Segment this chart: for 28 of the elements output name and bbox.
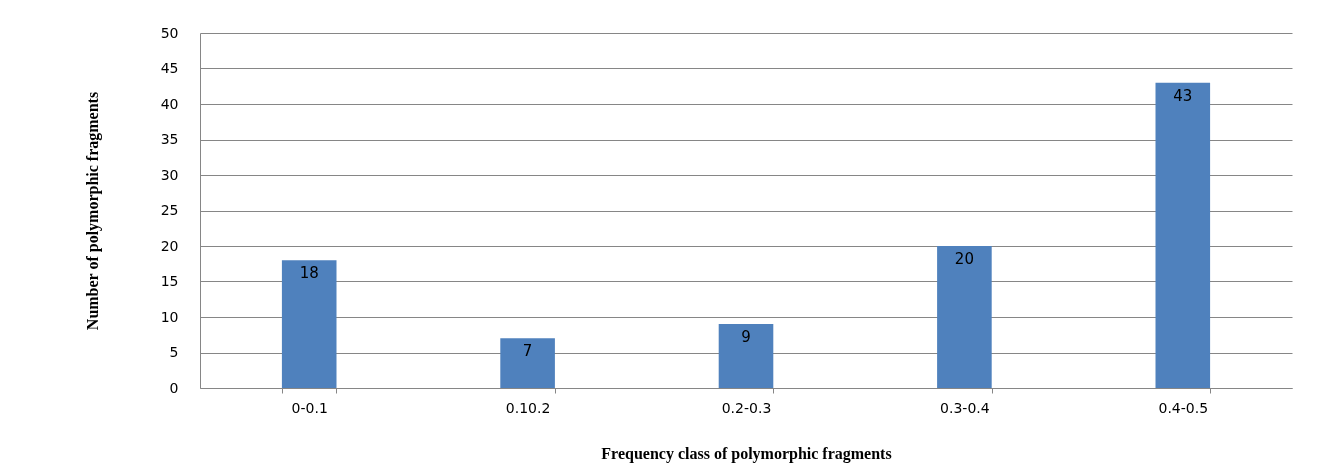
x-tick-label: 0.10.2 xyxy=(505,399,551,416)
data-label: 43 xyxy=(1173,86,1193,105)
data-label: 7 xyxy=(522,342,533,361)
y-tick-label: 30 xyxy=(160,166,179,183)
bar xyxy=(937,246,992,388)
data-label: 20 xyxy=(954,250,974,268)
y-tick-label: 0 xyxy=(169,379,179,396)
x-tick-label: 0-0.1 xyxy=(291,399,328,416)
y-tick-label: 25 xyxy=(160,202,179,218)
y-tick-label: 20 xyxy=(160,237,179,254)
data-label: 9 xyxy=(741,328,751,347)
x-axis-title: Frequency class of polymorphic fragments xyxy=(601,444,892,463)
y-tick-label: 15 xyxy=(160,273,179,289)
y-axis-title: Number of polymorphic fragments xyxy=(83,91,102,331)
x-tick-label: 0.3-0.4 xyxy=(940,399,990,416)
bar xyxy=(500,338,555,388)
x-tick-label: 0.4-0.5 xyxy=(1158,399,1209,416)
x-tick-label: 0.2-0.3 xyxy=(721,399,772,416)
bar xyxy=(1155,82,1211,388)
y-tick-label: 40 xyxy=(160,95,179,112)
data-label: 18 xyxy=(299,264,319,283)
y-tick-label: 5 xyxy=(169,344,179,360)
y-tick-label: 10 xyxy=(160,308,179,325)
bar xyxy=(718,324,774,388)
bar xyxy=(281,260,337,388)
y-tick-label: 45 xyxy=(160,60,179,76)
y-tick-label: 35 xyxy=(160,131,179,147)
y-tick-label: 50 xyxy=(160,24,179,41)
